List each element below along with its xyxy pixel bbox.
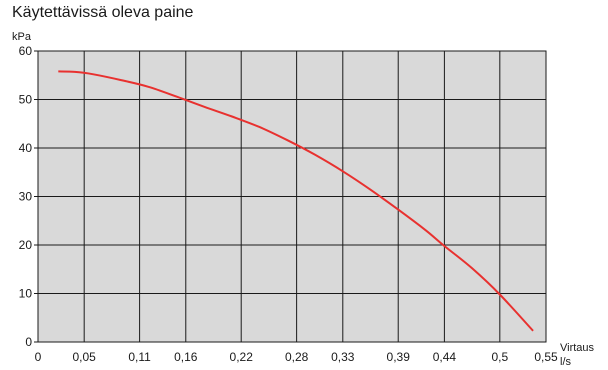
x-tick-label: 0,33 [331,350,355,364]
y-tick-label: 10 [19,287,33,301]
x-tick-label: 0,44 [433,350,457,364]
x-tick-label: 0,22 [230,350,254,364]
x-tick-label: 0,11 [128,350,151,364]
x-tick-label: 0,05 [73,350,97,364]
series-line [58,70,534,332]
x-tick-label: 0,5 [491,350,508,364]
y-tick-label: 0 [25,335,32,349]
y-tick-label: 30 [19,190,33,204]
plot-frame [37,50,547,343]
x-axis-label: Virtaus [560,342,595,354]
x-tick-label: 0,16 [174,350,198,364]
y-axis-label: kPa [12,31,32,43]
y-tick-label: 40 [19,141,33,155]
x-axis-unit: l/s [560,356,572,368]
y-tick-label: 20 [19,238,33,252]
chart-title: Käytettävissä oleva paine [12,4,194,21]
x-tick-label: 0,55 [534,350,558,364]
y-tick-label: 50 [19,93,33,107]
x-tick-label: 0,39 [387,350,411,364]
y-tick-label: 60 [19,44,33,58]
x-tick-label: 0,28 [285,350,309,364]
axis-ticks: 0 0,05 0,11 0,16 0,22 0,28 0,33 0,39 0,44 0,5 0,55… [19,44,558,364]
x-tick-label: 0 [35,350,42,364]
